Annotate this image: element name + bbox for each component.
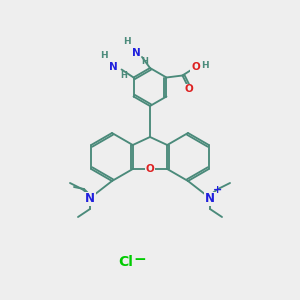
Text: Cl: Cl [118, 255, 134, 269]
Text: H: H [100, 50, 107, 59]
Text: N: N [132, 48, 140, 58]
Text: N: N [85, 193, 95, 206]
Text: O: O [184, 85, 193, 94]
Text: N: N [109, 61, 118, 71]
Text: +: + [213, 185, 223, 195]
Text: H: H [120, 71, 127, 80]
Text: O: O [146, 164, 154, 174]
Text: N: N [205, 193, 215, 206]
Text: O: O [191, 62, 200, 73]
Text: H: H [123, 37, 131, 46]
Text: H: H [202, 61, 209, 70]
Text: −: − [134, 253, 146, 268]
Text: H: H [142, 57, 148, 66]
